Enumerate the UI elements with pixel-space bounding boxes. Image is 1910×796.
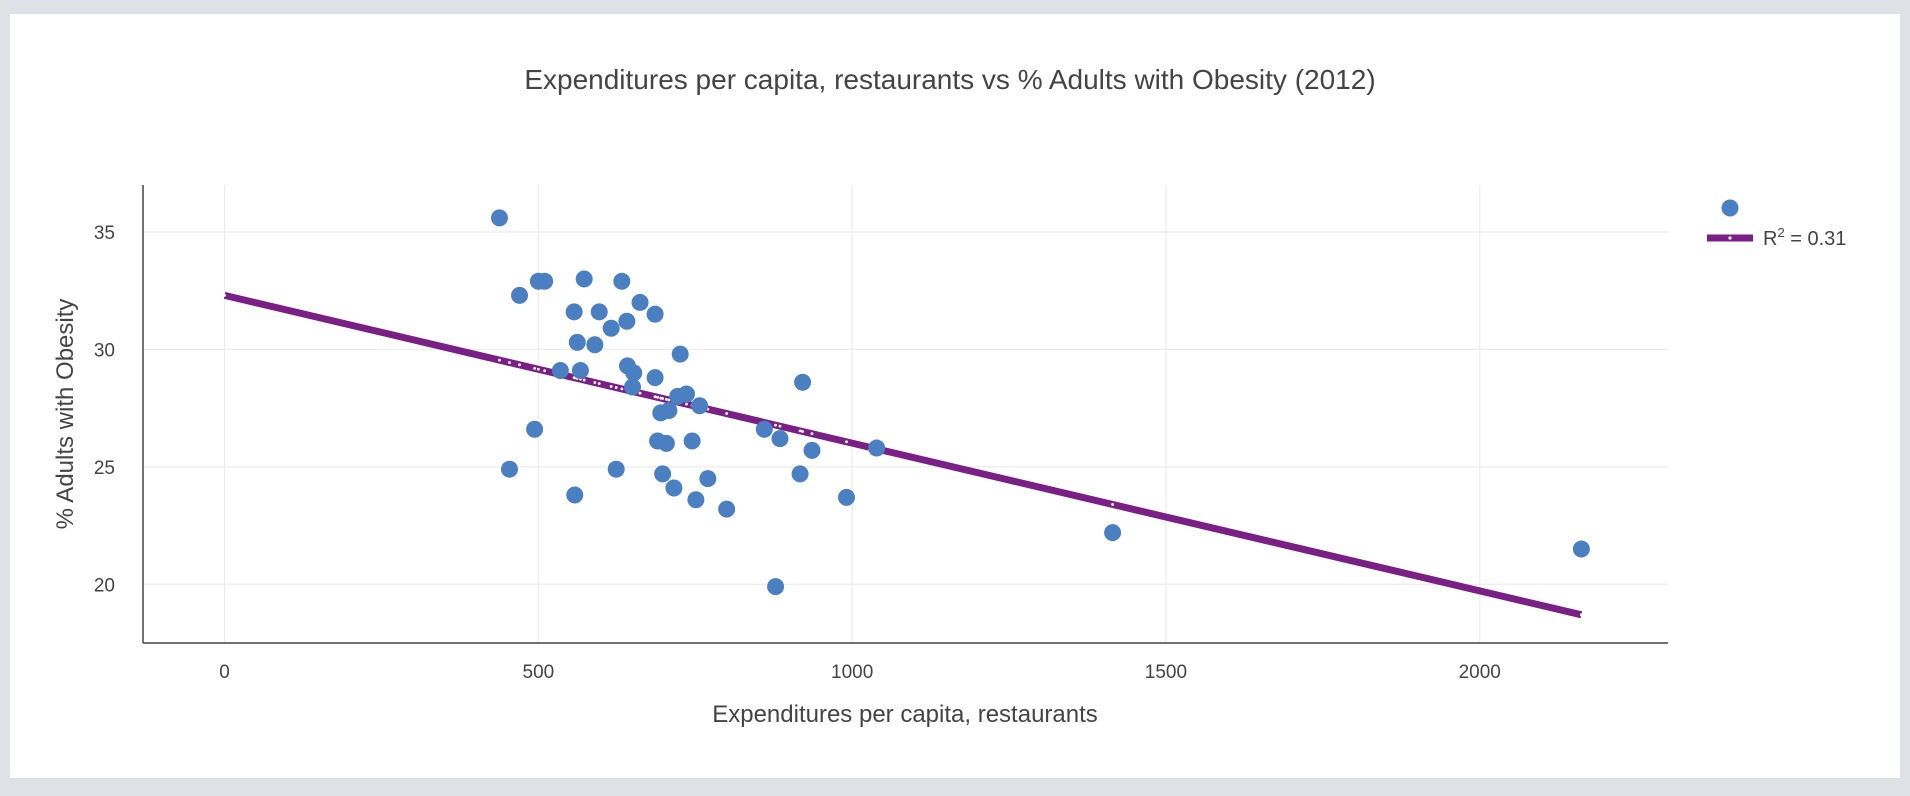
y-axis-title: % Adults with Obesity <box>52 299 79 530</box>
x-tick-label: 0 <box>219 662 230 683</box>
data-point <box>687 491 705 509</box>
data-point <box>803 441 821 459</box>
chart-card: 0 500 1000 1500 2000 20 25 30 35 Expenditures pe… <box>10 14 1900 778</box>
trendline-marker <box>518 363 521 367</box>
scatter-chart: 0 500 1000 1500 2000 20 25 30 35 Expenditures pe… <box>52 64 1846 728</box>
trendline-marker <box>661 397 665 400</box>
grid-lines <box>143 185 1668 643</box>
trendline-marker <box>1579 613 1583 617</box>
trendline-marker <box>536 367 540 371</box>
trendline-marker <box>597 382 601 385</box>
trendline-marker <box>543 369 547 373</box>
scatter-points <box>490 209 1590 596</box>
chart-title: Expenditures per capita, restaurants vs … <box>524 64 1375 95</box>
data-point <box>551 362 569 380</box>
data-point <box>791 465 809 483</box>
trendline-marker <box>778 424 782 428</box>
data-point <box>590 303 608 321</box>
data-point <box>660 401 678 419</box>
data-point <box>718 500 736 518</box>
trendline-marker <box>667 398 671 402</box>
trendline-marker <box>593 381 597 384</box>
data-point <box>586 336 604 354</box>
trendline-marker <box>801 430 804 433</box>
data-point <box>613 272 631 290</box>
data-point <box>575 270 593 288</box>
data-point <box>657 434 675 452</box>
axes <box>142 185 1668 644</box>
legend[interactable]: R2 = 0.31 <box>1707 199 1846 251</box>
data-point <box>646 369 664 387</box>
legend-trendline-label: R2 = 0.31 <box>1763 225 1846 250</box>
data-point <box>526 420 544 438</box>
trendline-group <box>223 291 1583 619</box>
data-point <box>568 333 586 351</box>
data-point <box>646 305 664 323</box>
data-point <box>794 373 812 391</box>
data-point <box>691 397 709 415</box>
y-tick-label: 30 <box>94 340 115 361</box>
y-tick-label: 35 <box>94 223 115 244</box>
data-point <box>536 272 554 290</box>
data-point <box>671 345 689 363</box>
data-point <box>868 439 886 457</box>
data-point <box>767 578 785 596</box>
trendline-marker <box>798 429 802 433</box>
trendline-marker <box>223 293 226 297</box>
trendline-marker <box>1111 503 1114 506</box>
data-point <box>511 286 529 304</box>
trendline-marker <box>582 378 586 382</box>
trendline-marker <box>774 423 777 427</box>
trendline-marker <box>498 358 501 362</box>
trendline-marker <box>609 385 613 388</box>
data-point <box>624 378 642 396</box>
data-point <box>1572 540 1590 558</box>
data-point <box>618 312 636 330</box>
data-point <box>665 479 683 497</box>
trendline-marker <box>533 366 537 370</box>
trendline-marker <box>620 387 624 391</box>
trendline-marker <box>656 395 660 399</box>
legend-trendline-dot <box>1728 236 1732 240</box>
data-point <box>571 362 589 380</box>
data-point <box>683 432 701 450</box>
data-point <box>755 420 773 438</box>
trendline-marker <box>638 391 642 395</box>
x-tick-label: 2000 <box>1459 662 1501 683</box>
trendline-marker <box>508 361 511 364</box>
trendline-marker <box>725 412 729 415</box>
x-tick-label: 1500 <box>1145 662 1187 683</box>
data-point <box>602 319 620 337</box>
data-point <box>838 488 856 506</box>
data-point <box>501 460 519 478</box>
y-tick-label: 20 <box>94 575 115 596</box>
data-point <box>631 293 649 311</box>
trendline <box>223 291 1583 619</box>
trendline-marker <box>810 432 814 436</box>
x-axis-title: Expenditures per capita, restaurants <box>712 701 1098 728</box>
data-point <box>566 486 584 504</box>
data-point <box>607 460 625 478</box>
tick-labels: 0 500 1000 1500 2000 20 25 30 35 <box>94 223 1501 683</box>
data-point <box>1104 524 1122 542</box>
y-tick-label: 25 <box>94 458 115 479</box>
data-point <box>625 364 643 382</box>
trendline-marker <box>653 395 657 399</box>
data-point <box>771 430 789 448</box>
data-point <box>565 303 583 321</box>
x-tick-label: 1000 <box>831 662 873 683</box>
x-tick-label: 500 <box>523 662 555 683</box>
trendline-marker <box>614 386 618 389</box>
trendline-marker <box>845 440 848 444</box>
trendline-marker <box>685 402 688 406</box>
data-point <box>490 209 508 227</box>
data-point <box>699 470 717 488</box>
trendline-marker <box>664 398 668 401</box>
data-point <box>669 387 687 405</box>
legend-scatter-marker[interactable] <box>1721 199 1739 217</box>
data-point <box>654 465 672 483</box>
